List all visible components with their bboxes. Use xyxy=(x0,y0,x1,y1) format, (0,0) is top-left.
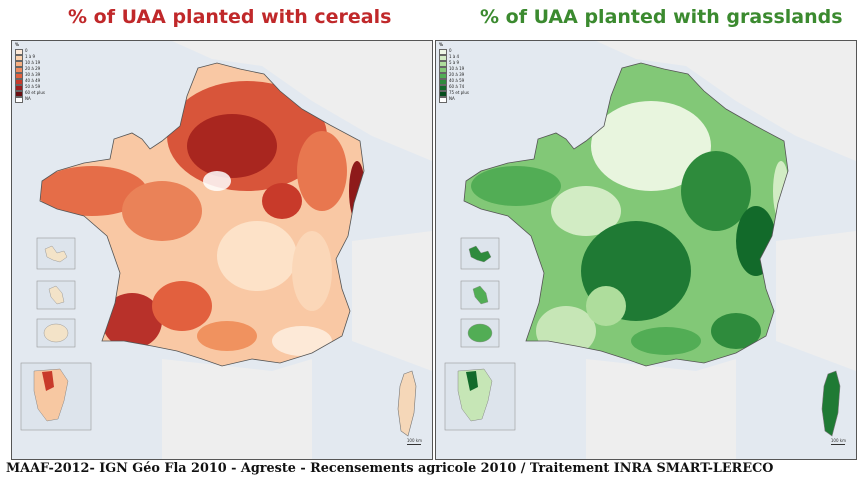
source-footer: MAAF-2012- IGN Géo Fla 2010 - Agreste - … xyxy=(6,461,774,476)
legend-label: NA xyxy=(25,96,31,102)
france-outline xyxy=(39,62,365,367)
legend-entry: 40 à 59 xyxy=(439,78,469,85)
legend-entry: 40 à 49 xyxy=(15,78,45,85)
neighbour-land-north xyxy=(596,41,856,161)
legend-entry: 1 à 4 xyxy=(439,54,469,61)
legend-label: 60 et plus xyxy=(25,90,45,96)
neighbour-land-east xyxy=(352,231,432,371)
legend-label: 1 à 4 xyxy=(449,54,460,60)
legend-label: 10 à 19 xyxy=(25,60,41,66)
legend-entry: 30 à 39 xyxy=(15,72,45,79)
legend-swatch xyxy=(15,66,23,73)
legend-entry: 60 à 74 xyxy=(439,84,469,91)
legend-swatch xyxy=(15,54,23,61)
legend-swatch xyxy=(15,84,23,91)
legend-entry: 0 xyxy=(15,48,45,55)
legend-swatch xyxy=(15,90,23,97)
legend-label: 0 xyxy=(449,48,452,54)
legend-entry: 1 à 9 xyxy=(15,54,45,61)
legend-swatch xyxy=(439,60,447,67)
legend-label: 1 à 9 xyxy=(25,54,36,60)
legend-swatch xyxy=(439,54,447,61)
legend-label: 40 à 59 xyxy=(449,78,465,84)
legend-swatch xyxy=(15,78,23,85)
legend-entry: 10 à 19 xyxy=(439,66,469,73)
legend-label: 40 à 49 xyxy=(25,78,41,84)
neighbour-land-east xyxy=(776,231,856,371)
legend-label: 75 et plus xyxy=(449,90,469,96)
legend-label: 10 à 19 xyxy=(449,66,465,72)
legend-entry: 60 et plus xyxy=(15,90,45,97)
legend-entry: 10 à 19 xyxy=(15,60,45,67)
legend-swatch xyxy=(15,60,23,67)
legend-label: 60 à 74 xyxy=(449,84,465,90)
legend-title: % xyxy=(15,42,20,47)
scale-bar: 100 km xyxy=(830,438,846,445)
legend-swatch xyxy=(439,90,447,97)
legend-swatch xyxy=(15,72,23,79)
legend-label: 20 à 39 xyxy=(449,72,465,78)
legend-entry: 0 xyxy=(439,48,469,55)
legend-swatch xyxy=(439,72,447,79)
title-grasslands: % of UAA planted with grasslands xyxy=(480,6,843,28)
legend-swatch xyxy=(439,48,447,55)
legend-swatch xyxy=(15,96,23,103)
neighbour-land-south xyxy=(586,359,736,459)
neighbour-land-north xyxy=(172,41,432,161)
legend-swatch xyxy=(439,84,447,91)
legend-swatch xyxy=(15,48,23,55)
legend-swatch xyxy=(439,78,447,85)
france-outline xyxy=(463,62,789,367)
legend-entry: 75 et plus xyxy=(439,90,469,97)
legend-label: NA xyxy=(449,96,455,102)
scale-label: 100 km xyxy=(406,438,422,443)
legend-entry: 50 à 59 xyxy=(15,84,45,91)
neighbour-land-south xyxy=(162,359,312,459)
france-cereals xyxy=(40,63,364,366)
title-cereals: % of UAA planted with cereals xyxy=(68,6,392,28)
map-grasslands xyxy=(444,41,856,459)
legend-label: 0 xyxy=(25,48,28,54)
scale-bar: 100 km xyxy=(406,438,422,445)
legend-swatch xyxy=(439,66,447,73)
legend-entry: 20 à 29 xyxy=(15,66,45,73)
legend-entry: NA xyxy=(439,96,469,103)
corsica-cereals xyxy=(397,370,417,437)
legend-entry: 5 à 9 xyxy=(439,60,469,67)
map-cereals xyxy=(20,41,432,459)
legend-label: 20 à 29 xyxy=(25,66,41,72)
corsica-grasslands xyxy=(821,370,841,437)
legend-title: % xyxy=(439,42,444,47)
legend-entry: NA xyxy=(15,96,45,103)
legend-label: 5 à 9 xyxy=(449,60,460,66)
scale-label: 100 km xyxy=(830,438,846,443)
legend-label: 30 à 39 xyxy=(25,72,41,78)
legend-swatch xyxy=(439,96,447,103)
legend-label: 50 à 59 xyxy=(25,84,41,90)
legend-entry: 20 à 39 xyxy=(439,72,469,79)
